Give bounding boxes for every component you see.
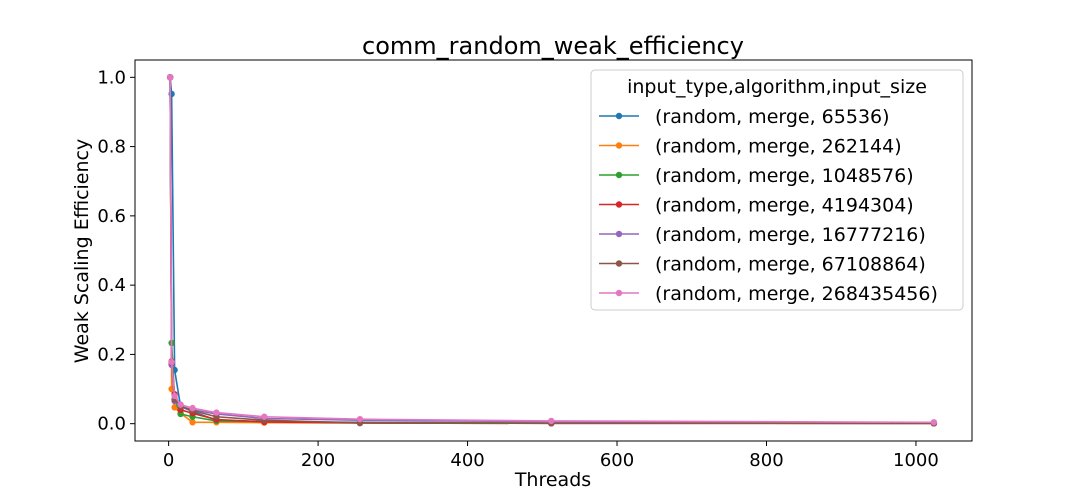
legend-marker xyxy=(615,201,623,208)
legend-item: (random, merge, 4194304) xyxy=(599,195,914,217)
legend-marker xyxy=(615,260,623,267)
y-tick-label: 0.6 xyxy=(97,206,126,227)
legend-label: (random, merge, 4194304) xyxy=(655,195,914,217)
legend-item: (random, merge, 16777216) xyxy=(599,224,926,246)
y-tick-label: 0.8 xyxy=(97,137,126,158)
legend-label: (random, merge, 67108864) xyxy=(655,254,926,276)
data-point xyxy=(177,401,184,408)
legend: input_type,algorithm,input_size (random,… xyxy=(590,69,964,311)
data-point xyxy=(171,404,178,411)
legend-item: (random, merge, 1048576) xyxy=(599,165,914,187)
legend-box xyxy=(590,69,964,311)
x-axis-label: Threads xyxy=(514,469,591,491)
y-tick-label: 0.4 xyxy=(97,275,126,296)
legend-label: (random, merge, 262144) xyxy=(655,136,902,158)
series-6 xyxy=(166,74,938,426)
data-point xyxy=(356,415,364,423)
legend-marker xyxy=(615,112,623,120)
y-tick-label: 1.0 xyxy=(97,67,126,88)
y-tick-label: 0.2 xyxy=(97,344,126,365)
data-point xyxy=(548,417,555,425)
data-point xyxy=(930,419,938,426)
data-point xyxy=(168,358,175,366)
data-point xyxy=(189,419,196,426)
legend-marker xyxy=(615,142,623,149)
plot-frame xyxy=(134,59,973,442)
data-point xyxy=(261,413,268,420)
x-tick-label: 0 xyxy=(163,450,174,471)
x-axis: 0 200 400 600 800 1000 xyxy=(163,441,939,471)
x-tick-label: 600 xyxy=(600,450,634,471)
x-tick-label: 1000 xyxy=(893,450,939,471)
legend-item: (random, merge, 262144) xyxy=(599,136,902,158)
legend-marker xyxy=(615,230,623,238)
legend-item: (random, merge, 67108864) xyxy=(599,254,926,276)
data-point xyxy=(171,392,178,400)
y-axis-label: Weak Scaling Efficiency xyxy=(71,139,93,363)
data-point xyxy=(213,409,220,416)
legend-item: (random, merge, 65536) xyxy=(599,106,890,128)
series-line xyxy=(169,77,934,424)
legend-title: input_type,algorithm,input_size xyxy=(627,76,927,98)
x-tick-label: 200 xyxy=(301,450,335,471)
legend-item: (random, merge, 268435456) xyxy=(599,283,938,305)
x-tick-label: 800 xyxy=(749,450,783,471)
series-layer xyxy=(166,74,938,427)
chart-title: comm_random_weak_efficiency xyxy=(362,32,744,60)
legend-label: (random, merge, 268435456) xyxy=(655,283,938,305)
data-point xyxy=(168,90,175,98)
y-tick-label: 0.0 xyxy=(97,414,126,435)
y-axis: 0.0 0.2 0.4 0.6 0.8 1.0 xyxy=(97,67,135,435)
legend-marker xyxy=(615,171,623,179)
legend-label: (random, merge, 16777216) xyxy=(655,224,926,246)
data-point xyxy=(189,404,196,412)
legend-items: (random, merge, 65536) (random, merge, 26… xyxy=(599,106,938,305)
x-tick-label: 400 xyxy=(450,450,484,471)
legend-marker xyxy=(615,289,623,297)
legend-label: (random, merge, 65536) xyxy=(655,106,890,128)
data-point xyxy=(166,74,174,81)
legend-label: (random, merge, 1048576) xyxy=(655,165,914,187)
